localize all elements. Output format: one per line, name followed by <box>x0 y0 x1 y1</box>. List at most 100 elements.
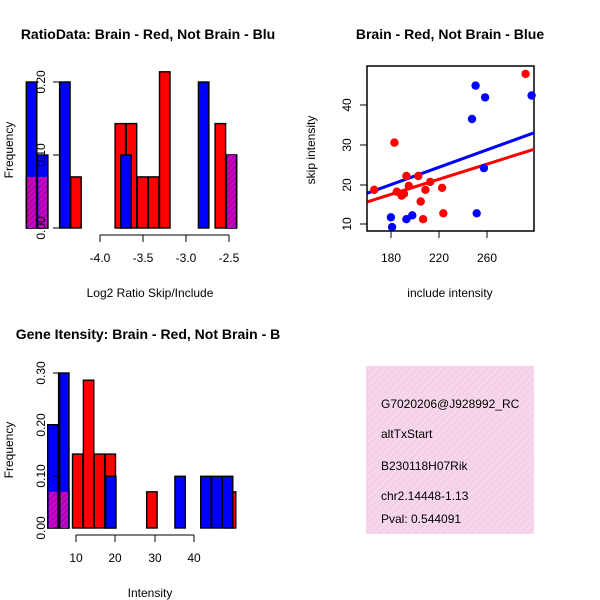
scatter-y-tick-label: 40 <box>340 98 354 112</box>
ratio-bar-brain <box>69 176 82 229</box>
scatter-y-axis: 10 20 30 40 <box>340 98 368 231</box>
ratio-bar-overlap <box>227 155 236 228</box>
ratio-x-tick-label: -2.5 <box>219 251 240 265</box>
ratio-x-tick-label: -3.0 <box>176 251 197 265</box>
scatter-point-brain <box>426 177 435 187</box>
info-pval: Pval: 0.544091 <box>381 512 461 526</box>
ratio-histogram-bars <box>25 71 238 229</box>
info-event-type: altTxStart <box>381 427 433 441</box>
ratio-x-tick-label: -4.0 <box>90 251 111 265</box>
scatter-x-tick-label: 220 <box>429 251 449 265</box>
scatter-point-brain <box>390 138 399 147</box>
scatter-plot-frame <box>366 65 535 232</box>
scatter-point-not-brain <box>479 163 489 173</box>
ratio-x-tick-label: -3.5 <box>133 251 154 265</box>
intensity-bar-overlap <box>48 491 58 528</box>
intensity-histogram-bars <box>47 372 237 529</box>
ratio-bar-not-brain <box>197 81 210 229</box>
scatter-fit-line-brain <box>366 147 535 204</box>
info-panel-background <box>366 366 534 534</box>
intensity-x-axis-label: Intensity <box>128 586 173 600</box>
intensity-y-tick-label: 0.00 <box>34 516 48 540</box>
intensity-bar-overlap <box>59 491 68 528</box>
ratio-histogram: RatioData: Brain - Red, Not Brain - Blu … <box>2 26 275 300</box>
intensity-y-tick-label: 0.30 <box>34 361 48 385</box>
scatter-point-brain <box>421 185 430 194</box>
ratio-bar-brain <box>147 176 160 229</box>
ratio-bar-not-brain <box>119 154 132 229</box>
scatter-point-brain <box>399 189 409 198</box>
scatter-y-tick-label: 10 <box>340 217 354 231</box>
ratio-y-tick-label: 0.00 <box>34 216 48 240</box>
info-gene-name: B230118H07Rik <box>381 459 469 473</box>
scatter-point-brain <box>418 215 428 224</box>
scatter-point-not-brain <box>408 211 417 220</box>
scatter-x-axis-label: include intensity <box>407 286 492 300</box>
scatter-point-brain <box>404 181 413 190</box>
intensity-bar-brain <box>82 379 95 529</box>
ratio-bar-brain <box>136 176 149 229</box>
intensity-y-tick-label: 0.20 <box>34 413 48 437</box>
ratio-y-tick-label: 0.10 <box>34 143 48 167</box>
intensity-bar-brain <box>71 453 84 529</box>
scatter-y-axis-label: skip intensity <box>304 116 318 185</box>
ratio-histogram-y-axis: 0.00 0.10 0.20 <box>34 70 61 240</box>
ratio-y-axis-label: Frequency <box>2 122 16 179</box>
info-panel: G7020206@J928992_RC altTxStart B230118H0… <box>366 366 534 534</box>
ratio-bar-overlap <box>38 176 47 228</box>
ratio-bar-not-brain <box>58 81 71 229</box>
ratio-bar-brain <box>158 71 171 229</box>
intensity-scatter: Brain - Red, Not Brain - Blue 180 220 26… <box>304 26 544 300</box>
intensity-bar-not-brain <box>104 475 117 529</box>
ratio-histogram-title: RatioData: Brain - Red, Not Brain - Blu <box>21 26 275 42</box>
scatter-y-tick-label: 20 <box>340 178 354 192</box>
scatter-x-tick-label: 180 <box>381 251 401 265</box>
scatter-point-brain <box>416 197 425 206</box>
scatter-point-not-brain <box>402 215 411 224</box>
scatter-point-brain <box>437 183 447 192</box>
intensity-histogram: Gene Itensity: Brain - Red, Not Brain - … <box>2 326 280 600</box>
scatter-point-not-brain <box>387 222 397 232</box>
ratio-bar-overlap <box>27 176 36 228</box>
intensity-bar-brain <box>145 491 158 529</box>
ratio-histogram-x-axis: -4.0 -3.5 -3.0 -2.5 <box>90 234 240 265</box>
scatter-point-brain <box>414 171 423 181</box>
scatter-point-not-brain <box>471 81 480 90</box>
intensity-histogram-x-axis: 10 20 30 40 <box>69 534 201 565</box>
intensity-bar-not-brain <box>199 475 212 529</box>
info-panel-clip: G7020206@J928992_RC altTxStart B230118H0… <box>381 397 520 526</box>
scatter-point-brain <box>370 185 379 194</box>
intensity-y-axis-label: Frequency <box>2 422 16 479</box>
scatter-point-brain <box>402 171 411 181</box>
intensity-x-tick-label: 40 <box>187 551 201 565</box>
scatter-x-tick-label: 260 <box>477 251 497 265</box>
intensity-bar-not-brain <box>210 475 223 529</box>
intensity-x-tick-label: 30 <box>148 551 162 565</box>
scatter-point-not-brain <box>527 91 536 100</box>
scatter-point-brain <box>521 69 530 79</box>
ratio-y-tick-label: 0.20 <box>34 70 48 94</box>
scatter-point-not-brain <box>386 213 396 222</box>
scatter-point-not-brain <box>472 209 481 218</box>
ratio-bar-brain <box>214 122 227 229</box>
scatter-fit-line-not-brain <box>366 131 535 195</box>
scatter-point-not-brain <box>480 93 490 102</box>
intensity-y-tick-label: 0.10 <box>34 464 48 488</box>
info-location: chr2.14448-1.13 <box>381 489 469 503</box>
intensity-x-tick-label: 10 <box>69 551 83 565</box>
ratio-x-axis-label: Log2 Ratio Skip/Include <box>87 286 214 300</box>
scatter-point-brain <box>439 209 448 218</box>
scatter-point-not-brain <box>467 114 477 124</box>
intensity-bar-brain <box>93 453 106 529</box>
intensity-histogram-title: Gene Itensity: Brain - Red, Not Brain - … <box>16 326 280 342</box>
intensity-x-tick-label: 20 <box>108 551 122 565</box>
intensity-bar-not-brain <box>221 475 234 529</box>
scatter-x-axis: 180 220 260 <box>381 230 497 265</box>
scatter-y-tick-label: 30 <box>340 138 354 152</box>
info-probe-id: G7020206@J928992_RC <box>381 397 520 411</box>
intensity-histogram-y-axis: 0.00 0.10 0.20 0.30 <box>34 361 61 540</box>
intensity-bar-not-brain <box>174 475 186 529</box>
scatter-title: Brain - Red, Not Brain - Blue <box>356 26 544 42</box>
scatter-points <box>370 69 536 232</box>
